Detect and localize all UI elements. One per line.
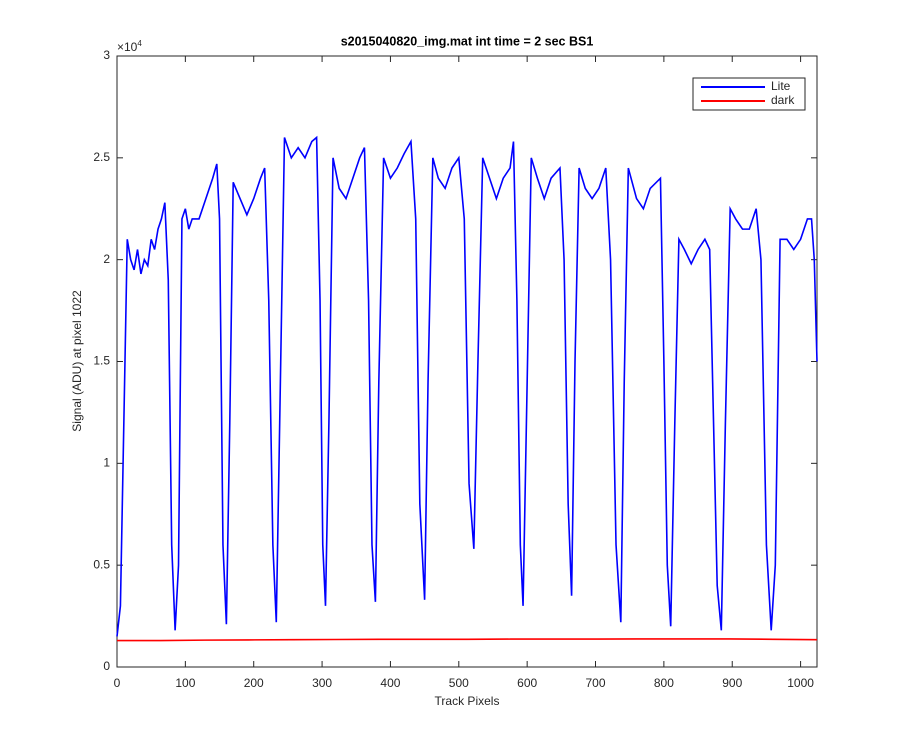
y-tick-label: 3 <box>103 48 110 62</box>
y-axis-label: Signal (ADU) at pixel 1022 <box>70 290 84 432</box>
legend-label: dark <box>771 93 795 107</box>
x-tick-label: 800 <box>654 676 674 690</box>
y-tick-label: 1 <box>103 456 110 470</box>
y-tick-label: 2 <box>103 252 110 266</box>
x-tick-label: 600 <box>517 676 537 690</box>
chart-title: s2015040820_img.mat int time = 2 sec BS1 <box>341 34 594 48</box>
y-tick-label: 2.5 <box>93 150 110 164</box>
y-multiplier-exponent: 4 <box>137 39 142 48</box>
x-tick-label: 900 <box>722 676 742 690</box>
x-tick-label: 100 <box>175 676 195 690</box>
plot-layer: 0 100 200 300 400 500 600 700 800 900 1000 0 0.5 1 1.5… <box>93 48 818 690</box>
y-tick-label: 0 <box>103 659 110 673</box>
x-axis-label: Track Pixels <box>435 694 500 708</box>
y-tick-label: 1.5 <box>93 354 110 368</box>
x-tick-label: 300 <box>312 676 332 690</box>
x-tick-label: 500 <box>449 676 469 690</box>
x-tick-label: 200 <box>244 676 264 690</box>
series-line <box>117 638 818 642</box>
x-tick-label: 400 <box>380 676 400 690</box>
x-tick-label: 1000 <box>787 676 814 690</box>
x-tick-label: 0 <box>114 676 121 690</box>
legend-box <box>692 77 806 111</box>
y-tick-label: 0.5 <box>93 557 110 571</box>
legend-label: Lite <box>771 79 791 93</box>
y-multiplier: ×104 <box>117 39 142 54</box>
series-line <box>116 135 818 637</box>
y-multiplier-base: ×10 <box>117 40 138 54</box>
x-tick-label: 700 <box>586 676 606 690</box>
